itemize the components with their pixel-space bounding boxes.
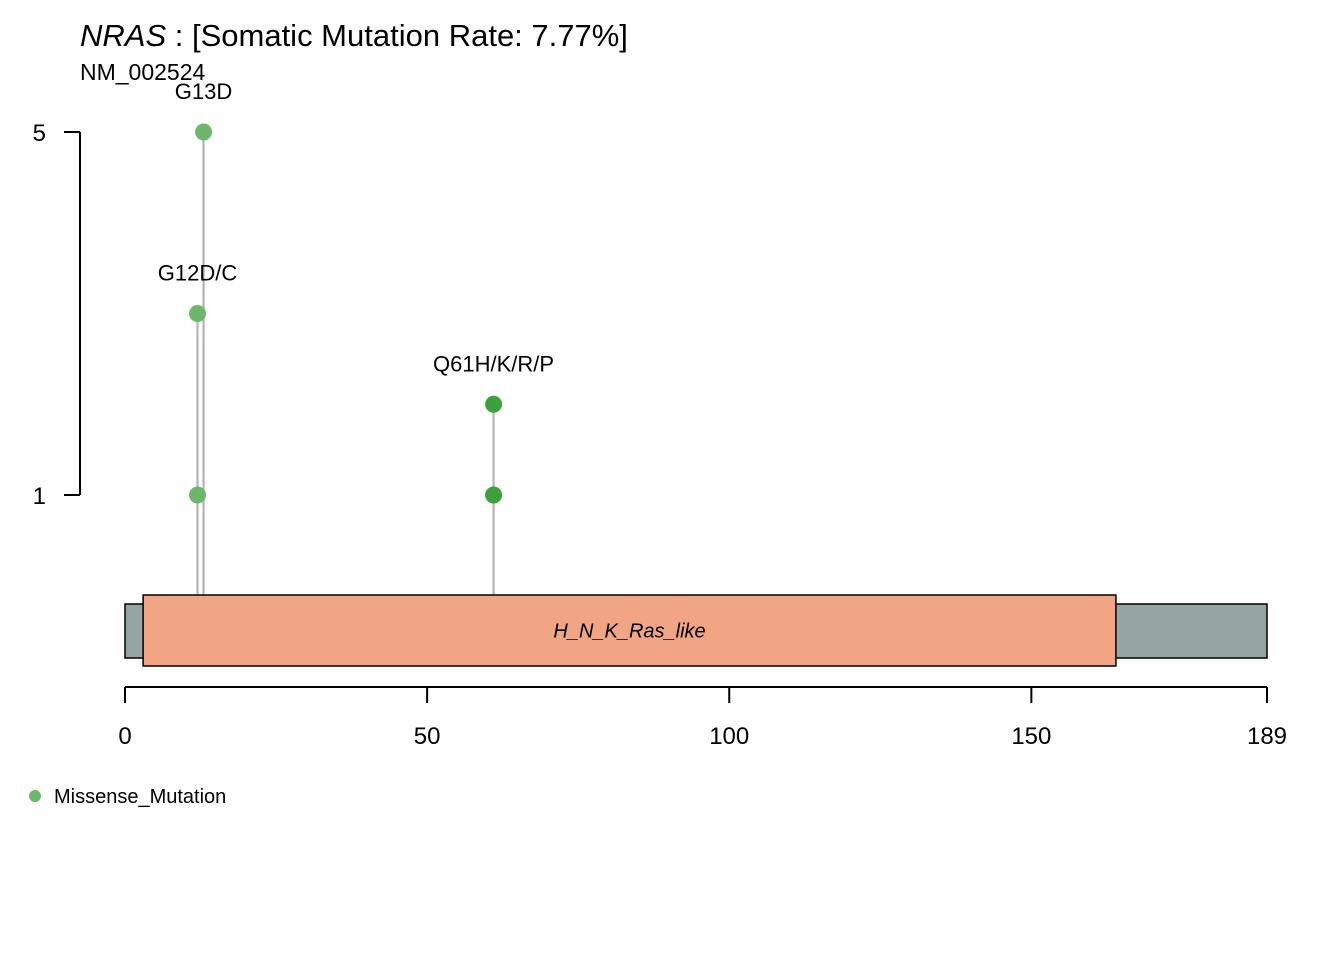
legend: Missense_Mutation (29, 786, 226, 808)
x-axis: 0 50 100 150 189 (118, 686, 1287, 750)
y-tick-label: 5 (33, 120, 46, 147)
mutation-point (189, 486, 207, 504)
mutation-point (195, 123, 213, 141)
mutation-point (189, 305, 207, 322)
title-gene: NRAS (80, 18, 166, 53)
protein-domain (142, 594, 1117, 667)
mutation-point (485, 486, 503, 504)
mutation-labels: G13D G12D/C Q61H/K/R/P (158, 79, 554, 376)
x-tick-label: 189 (1247, 723, 1287, 750)
mutation-points (189, 123, 503, 504)
y-axis: 15 (33, 120, 81, 510)
legend-label: Missense_Mutation (54, 786, 226, 808)
x-tick-label: 0 (118, 723, 131, 750)
x-tick-label: 50 (414, 723, 441, 750)
protein-track: H_N_K_Ras_like (124, 594, 1268, 667)
domain-label: H_N_K_Ras_like (553, 621, 705, 643)
mutation-point (485, 395, 503, 413)
mutation-label: Q61H/K/R/P (433, 351, 554, 376)
mutation-label: G12D/C (158, 261, 238, 286)
x-tick-label: 150 (1011, 723, 1051, 750)
mutation-label: G13D (175, 79, 232, 104)
chart-title: NRAS : [Somatic Mutation Rate: 7.77%] (80, 18, 628, 53)
y-tick-label: 1 (33, 483, 46, 510)
title-rest: : [Somatic Mutation Rate: 7.77%] (166, 18, 628, 53)
x-tick-label: 100 (709, 723, 749, 750)
chart-subtitle: NM_002524 (80, 59, 206, 85)
legend-marker (29, 790, 41, 802)
